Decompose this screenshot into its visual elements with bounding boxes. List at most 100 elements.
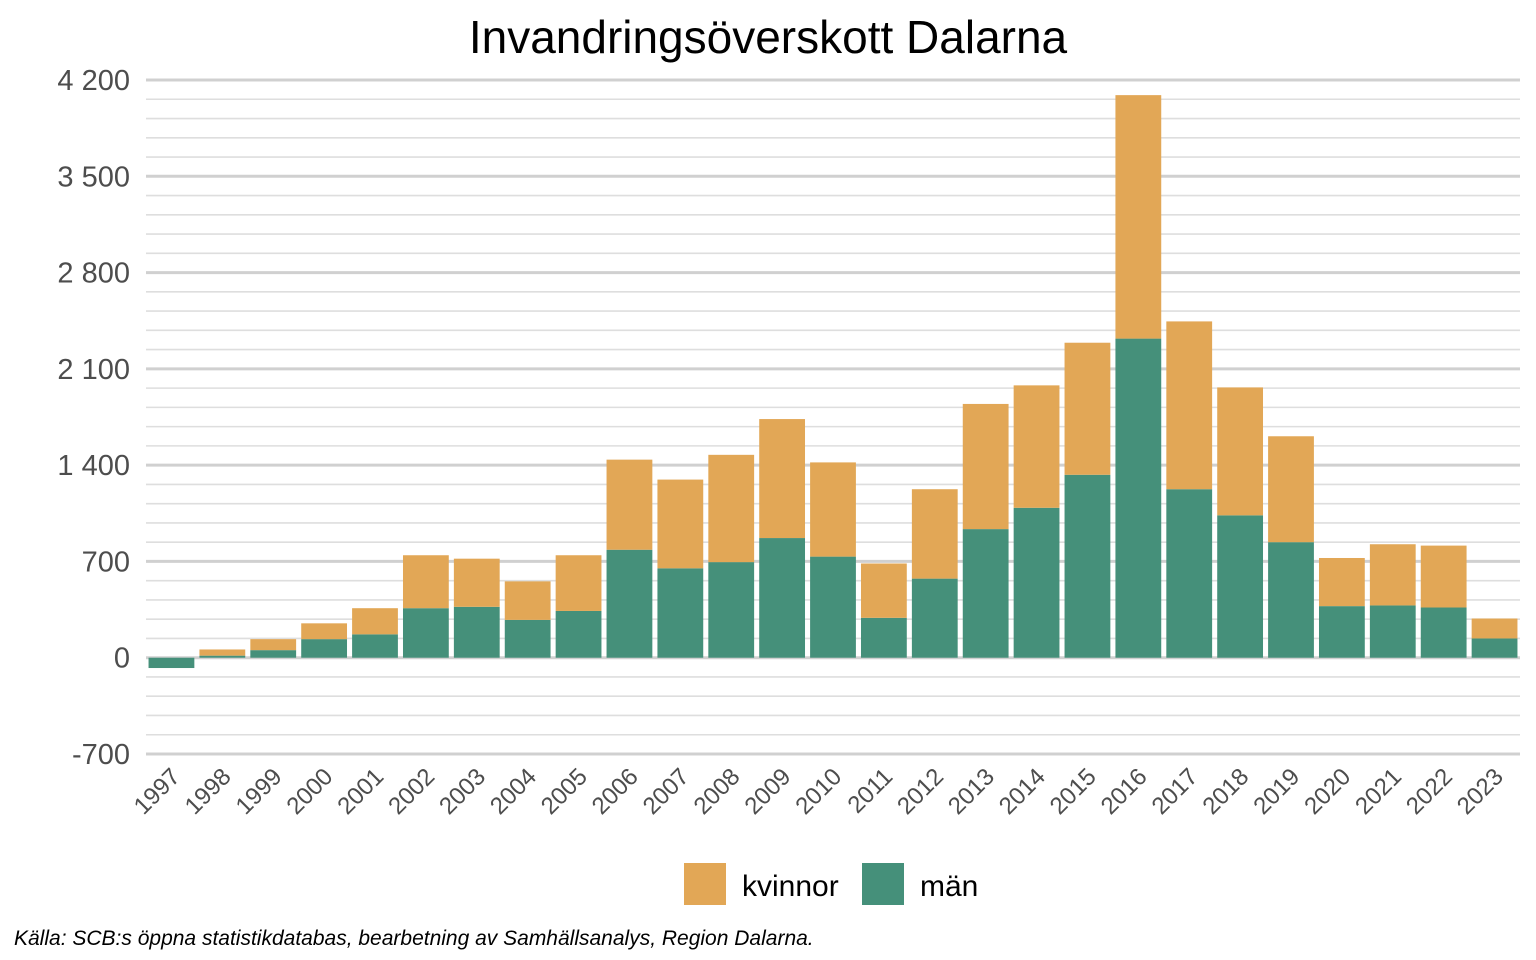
x-tick-label: 2019 [1248,763,1305,820]
x-tick-label: 2003 [434,763,491,820]
bar-kvinnor-2022 [1420,545,1467,608]
bar-man-2019 [1268,542,1314,658]
bar-man-2021 [1369,605,1416,658]
chart-caption: Källa: SCB:s öppna statistikdatabas, bea… [14,927,814,950]
y-tick-label: -700 [72,739,130,771]
bar-kvinnor-2006 [606,459,653,550]
bar-kvinnor-2000 [301,623,348,640]
bar-kvinnor-2016 [1115,95,1162,339]
legend-label-kvinnor: kvinnor [742,870,839,903]
bar-man-2023 [1471,638,1518,658]
bar-kvinnor-2008 [708,454,755,563]
bar-kvinnor-2010 [810,462,856,557]
bar-kvinnor-2020 [1318,557,1365,607]
x-tick-label: 2010 [790,763,847,820]
y-tick-label: 2 800 [57,258,130,290]
bar-man-2016 [1115,338,1162,658]
bar-kvinnor-2002 [402,555,449,609]
bar-man-2004 [504,619,551,658]
x-tick-label: 2016 [1096,763,1153,820]
x-tick-label: 2022 [1401,763,1458,820]
bar-man-2000 [301,639,348,658]
bar-kvinnor-2015 [1064,342,1111,475]
bar-man-2014 [1013,507,1060,658]
bar-kvinnor-2012 [911,489,958,579]
bar-man-2010 [810,556,856,658]
bar-man-2012 [911,578,958,658]
bar-kvinnor-2007 [657,479,704,569]
bar-kvinnor-2011 [860,563,907,618]
x-tick-label: 2020 [1299,763,1356,820]
x-tick-label: 2008 [689,763,746,820]
x-tick-label: 1998 [180,763,237,820]
x-tick-label: 2017 [1147,763,1204,820]
bar-man-2007 [657,568,704,658]
bar-man-2002 [402,608,449,658]
x-tick-label: 2009 [740,763,797,820]
x-tick-label: 1997 [129,763,186,820]
bar-kvinnor-2017 [1166,321,1213,490]
x-tick-label: 2023 [1452,763,1509,820]
bar-man-1997 [148,657,195,669]
bar-kvinnor-2005 [555,555,602,611]
bars [148,95,1518,669]
legend: kvinnor män [684,863,978,905]
bar-man-2011 [860,617,907,658]
x-tick-label: 2021 [1350,763,1407,820]
legend-label-man: män [920,870,978,903]
x-tick-label: 2012 [892,763,949,820]
bar-man-2017 [1166,489,1213,658]
y-axis: -700 0 700 1 400 2 100 2 800 3 500 4 200 [57,65,130,771]
y-tick-label: 0 [114,643,130,675]
bar-man-1999 [250,650,297,658]
bar-kvinnor-2001 [352,608,398,635]
bar-man-2020 [1318,606,1365,658]
x-axis: 1997199819992000200120022003200420052006… [129,763,1509,820]
bar-kvinnor-1999 [250,639,297,651]
y-tick-label: 2 100 [57,354,130,386]
bar-kvinnor-2021 [1369,544,1416,606]
bar-kvinnor-2009 [759,419,806,539]
bar-man-2003 [453,606,500,658]
x-tick-label: 2011 [843,763,899,819]
legend-swatch-man [862,863,904,905]
x-tick-label: 2007 [638,763,695,820]
bar-man-2001 [352,634,398,658]
bar-kvinnor-2023 [1471,618,1518,639]
bar-man-2022 [1420,607,1467,658]
x-tick-label: 2018 [1198,763,1255,820]
x-tick-label: 2000 [282,763,339,820]
x-tick-label: 2001 [332,763,389,820]
bar-kvinnor-1998 [199,649,246,656]
bar-man-2013 [962,529,1009,658]
bar-kvinnor-2014 [1013,385,1060,508]
x-tick-label: 2005 [536,763,593,820]
y-tick-label: 4 200 [57,65,130,97]
bar-man-1998 [199,655,246,658]
x-tick-label: 2002 [383,763,440,820]
x-tick-label: 2006 [587,763,644,820]
x-tick-label: 2004 [485,763,542,820]
bar-kvinnor-2019 [1268,436,1314,543]
bar-kvinnor-2004 [504,581,551,620]
legend-swatch-kvinnor [684,863,726,905]
bar-man-2006 [606,549,653,658]
bar-man-2009 [759,538,806,658]
bar-man-2008 [708,562,755,658]
bar-man-2015 [1064,474,1111,658]
chart-title: Invandringsöverskott Dalarna [469,11,1068,63]
y-tick-label: 3 500 [57,161,130,193]
bar-kvinnor-2018 [1217,387,1264,516]
bar-kvinnor-2003 [453,558,500,607]
x-tick-label: 2015 [1045,763,1102,820]
x-tick-label: 2014 [994,763,1051,820]
bar-man-2018 [1217,515,1264,658]
x-tick-label: 2013 [943,763,1000,820]
x-tick-label: 1999 [231,763,288,820]
bar-man-2005 [555,610,602,658]
bar-kvinnor-2013 [962,403,1009,530]
y-tick-label: 1 400 [57,450,130,482]
y-tick-label: 700 [82,546,130,578]
